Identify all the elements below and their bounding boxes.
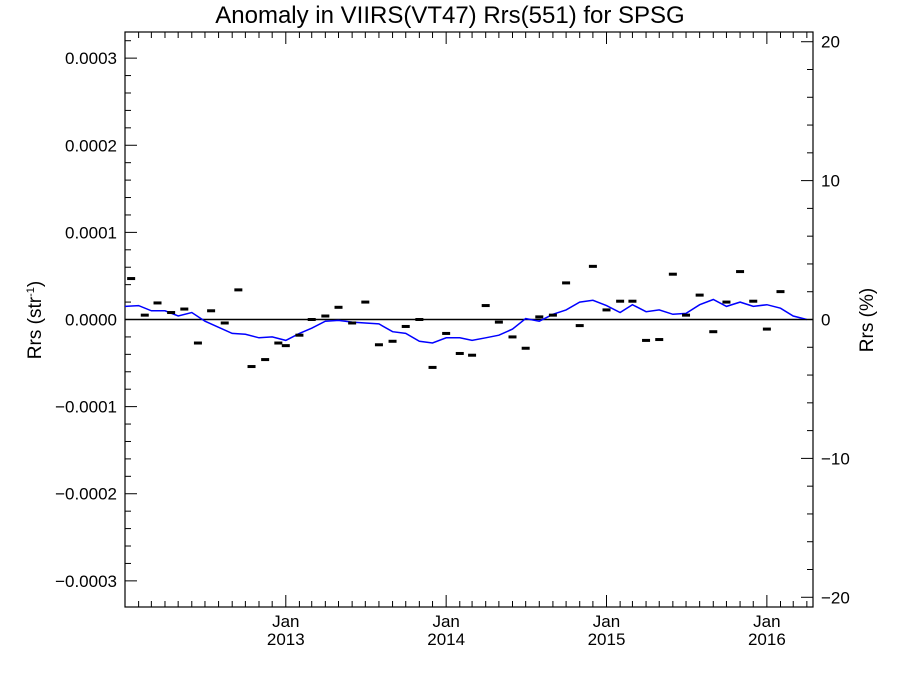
data-point: [348, 321, 357, 325]
x-tick-label-year: 2014: [427, 630, 465, 649]
data-point: [736, 270, 745, 274]
y-left-tick-label: 0.0003: [65, 49, 117, 68]
data-point: [722, 300, 731, 304]
data-point: [535, 315, 544, 319]
data-point: [374, 343, 383, 347]
data-point: [588, 264, 597, 268]
data-point: [481, 304, 490, 308]
data-point: [307, 318, 316, 321]
data-point: [548, 313, 557, 317]
smoothed-anomaly-line: [124, 298, 807, 344]
data-point: [153, 301, 162, 305]
data-point: [281, 344, 290, 348]
data-point: [616, 299, 625, 303]
data-point: [274, 341, 283, 345]
data-point: [508, 335, 517, 339]
data-point: [261, 358, 270, 362]
data-point: [776, 290, 785, 294]
data-point: [247, 365, 256, 369]
data-point: [180, 307, 189, 311]
x-tick-label-year: 2015: [588, 630, 626, 649]
smoothed-line-group: [124, 298, 807, 344]
data-point: [468, 353, 477, 357]
data-point: [642, 338, 651, 342]
y-left-tick-label: 0.0002: [65, 136, 117, 155]
data-point: [207, 309, 216, 313]
data-point: [494, 320, 503, 324]
data-point: [442, 331, 451, 335]
monthly-points-group: [127, 264, 785, 369]
y-right-tick-label: 10: [821, 172, 840, 191]
data-point: [749, 299, 758, 303]
y-right-tick-label: −10: [821, 449, 850, 468]
data-point: [193, 341, 202, 345]
data-point: [321, 314, 330, 318]
x-tick-label-month: Jan: [753, 612, 780, 631]
y-left-tick-label: 0.0000: [65, 311, 117, 330]
data-point: [167, 311, 176, 315]
x-tick-label-month: Jan: [432, 612, 459, 631]
data-point: [428, 365, 437, 369]
data-point: [127, 277, 136, 281]
axes-group: 0.0003 0.0002 0.0001 0.0000 −0.0001 −0.0002 −0…: [55, 32, 850, 649]
data-point: [455, 351, 464, 355]
data-point: [401, 324, 410, 328]
data-point: [655, 338, 664, 342]
y-right-tick-label: 20: [821, 33, 840, 52]
y-right-tick-label: 0: [821, 311, 830, 330]
data-point: [628, 299, 637, 303]
data-point: [361, 300, 370, 304]
chart-title: Anomaly in VIIRS(VT47) Rrs(551) for SPSG: [215, 2, 685, 29]
y-left-tick-label: −0.0002: [55, 485, 117, 504]
data-point: [234, 288, 243, 292]
x-tick-label-year: 2016: [748, 630, 786, 649]
data-point: [762, 327, 771, 331]
data-point: [388, 339, 397, 343]
data-point: [695, 293, 704, 297]
data-point: [562, 281, 571, 285]
y-right-tick-label: −20: [821, 588, 850, 607]
data-point: [709, 330, 718, 334]
data-point: [295, 333, 304, 337]
x-tick-label-month: Jan: [272, 612, 299, 631]
y-left-tick-label: −0.0003: [55, 572, 117, 591]
data-point: [602, 308, 611, 312]
data-point: [575, 324, 584, 328]
y-left-tick-label: −0.0001: [55, 398, 117, 417]
y-left-tick-label: 0.0001: [65, 223, 117, 242]
data-point: [521, 346, 530, 350]
data-point: [220, 321, 229, 325]
data-point: [668, 272, 677, 276]
x-tick-label-month: Jan: [593, 612, 620, 631]
data-point: [334, 305, 343, 309]
x-tick-label-year: 2013: [267, 630, 305, 649]
data-point: [682, 313, 691, 317]
data-point: [140, 313, 149, 317]
data-point: [415, 318, 424, 321]
